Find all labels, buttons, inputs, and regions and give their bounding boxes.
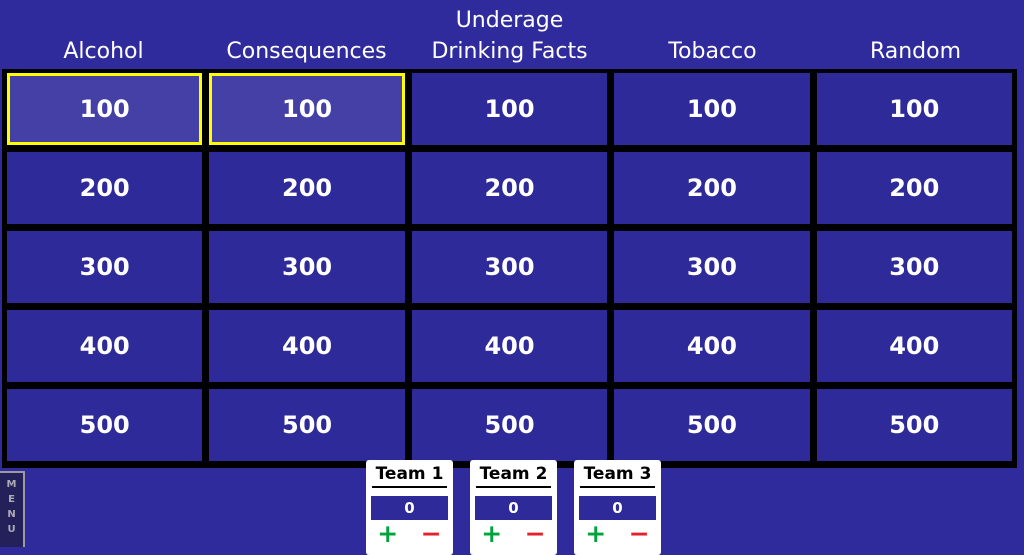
team3-score: 0: [579, 496, 656, 520]
board-cell-alcohol-100[interactable]: 100: [7, 73, 203, 145]
board-cell-alcohol-400[interactable]: 400: [7, 310, 203, 382]
category-header-row: Alcohol Consequences Underage Drinking F…: [2, 0, 1017, 69]
team1-minus-button[interactable]: −: [420, 519, 442, 548]
category-header-alcohol: Alcohol: [63, 38, 144, 64]
board-cell-random-200[interactable]: 200: [816, 152, 1012, 224]
board-cell-consequences-300[interactable]: 300: [209, 231, 405, 303]
team3-minus-button[interactable]: −: [628, 519, 650, 548]
team2-score: 0: [475, 496, 552, 520]
team-score-panel: Team 1 0 + − Team 2 0 + − Team 3 0 + −: [366, 460, 661, 555]
team2-minus-button[interactable]: −: [524, 519, 546, 548]
board-cell-random-300[interactable]: 300: [816, 231, 1012, 303]
team2-name: Team 2: [479, 464, 548, 484]
board-grid: 100 100 100 100 100 200 200 200 200 200 …: [2, 69, 1017, 468]
team3-name: Team 3: [583, 464, 652, 484]
team1-plus-button[interactable]: +: [377, 519, 399, 548]
board-cell-tobacco-400[interactable]: 400: [614, 310, 810, 382]
board-cell-random-400[interactable]: 400: [816, 310, 1012, 382]
category-header-tobacco: Tobacco: [668, 38, 757, 64]
board-cell-alcohol-300[interactable]: 300: [7, 231, 203, 303]
board-cell-tobacco-500[interactable]: 500: [614, 389, 810, 461]
category-header-random: Random: [869, 38, 962, 64]
team1-name: Team 1: [375, 464, 444, 484]
team3-card: Team 3 0 + −: [574, 460, 661, 555]
board-cell-consequences-100[interactable]: 100: [209, 73, 405, 145]
team1-card: Team 1 0 + −: [366, 460, 453, 555]
menu-button[interactable]: M E N U: [0, 471, 25, 547]
team3-plus-button[interactable]: +: [585, 519, 607, 548]
team3-divider: [580, 486, 655, 488]
board-cell-alcohol-500[interactable]: 500: [7, 389, 203, 461]
board-cell-random-500[interactable]: 500: [816, 389, 1012, 461]
board-cell-tobacco-200[interactable]: 200: [614, 152, 810, 224]
board-cell-consequences-500[interactable]: 500: [209, 389, 405, 461]
board-cell-underage-400[interactable]: 400: [411, 310, 608, 382]
team1-score: 0: [371, 496, 448, 520]
category-header-underage-drinking-facts: Underage Drinking Facts: [431, 7, 588, 64]
board-cell-underage-100[interactable]: 100: [411, 73, 608, 145]
board-cell-underage-300[interactable]: 300: [411, 231, 608, 303]
board-cell-tobacco-100[interactable]: 100: [614, 73, 810, 145]
team2-divider: [476, 486, 551, 488]
board-cell-underage-500[interactable]: 500: [411, 389, 608, 461]
category-header-consequences: Consequences: [226, 38, 387, 64]
team2-plus-button[interactable]: +: [481, 519, 503, 548]
board-cell-consequences-400[interactable]: 400: [209, 310, 405, 382]
board-cell-underage-200[interactable]: 200: [411, 152, 608, 224]
board-cell-alcohol-200[interactable]: 200: [7, 152, 203, 224]
board-cell-consequences-200[interactable]: 200: [209, 152, 405, 224]
team2-card: Team 2 0 + −: [470, 460, 557, 555]
board-cell-tobacco-300[interactable]: 300: [614, 231, 810, 303]
board-cell-random-100[interactable]: 100: [816, 73, 1012, 145]
team1-divider: [372, 486, 447, 488]
